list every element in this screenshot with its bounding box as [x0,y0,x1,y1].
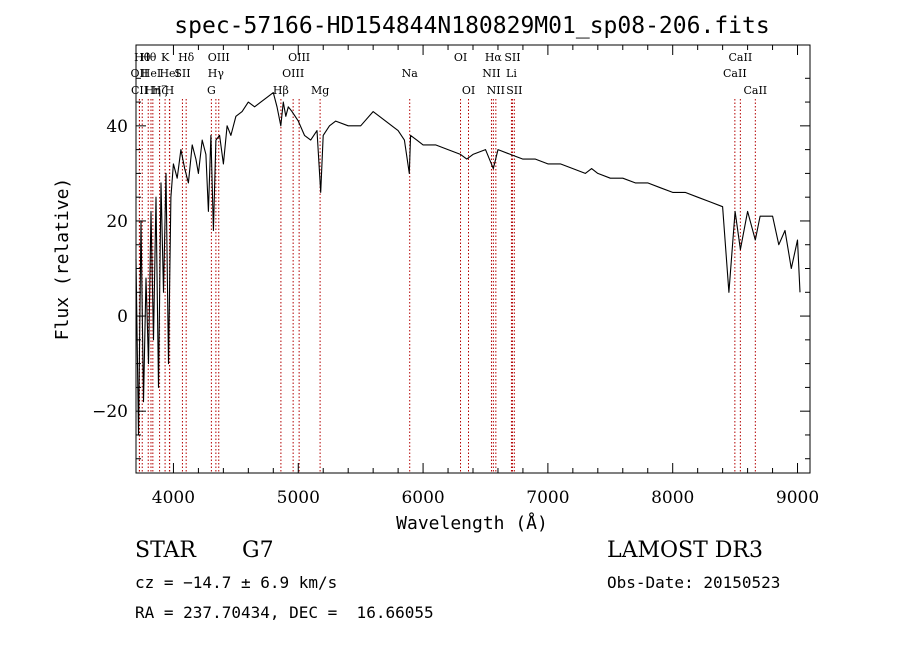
line-marker-label: Hδ [178,51,195,64]
x-axis-label: Wavelength (Å) [396,512,548,534]
line-marker-label: Hθ [134,51,151,64]
line-marker-label: OIII [288,51,310,64]
line-marker-label: H [165,84,175,97]
line-marker-label: CaII [743,84,767,97]
coordinates: RA = 237.70434, DEC = 16.66055 [135,603,434,622]
line-marker-label: Li [506,67,517,80]
y-tick-label: −20 [92,402,128,422]
line-marker-label: OIII [282,67,304,80]
survey-name: LAMOST DR3 [607,538,763,563]
x-tick-label: 5000 [277,488,320,508]
axis-ticks: 4000 5000 6000 7000 8000 9000 −20 0 20 40 [92,45,819,508]
y-tick-label: 20 [106,212,128,232]
line-marker-label: HeI [141,67,161,80]
y-tick-label: 40 [106,117,128,137]
line-marker-label: SII [174,67,190,80]
line-marker-label: NII [482,67,500,80]
line-marker-label: Hγ [208,67,225,80]
line-marker-label: CaII [729,51,753,64]
line-marker-label: K [161,51,170,64]
line-marker-label: Mg [311,84,329,97]
plot-area [135,92,801,436]
line-markers: HθOIICIIHθHeIHηHζKHHeISIIHδGHγOIIIHβOIII… [131,51,767,473]
y-tick-label: 0 [117,307,128,327]
line-marker-label: SII [506,84,522,97]
line-marker-label: Hη [145,84,161,97]
line-marker-label: OI [454,51,467,64]
line-marker-label: NII [487,84,505,97]
line-marker-label: Hθ [140,51,157,64]
x-tick-label: 8000 [651,488,694,508]
x-tick-label: 7000 [526,488,569,508]
line-marker-label: CII [131,84,148,97]
object-class: STAR [135,538,196,563]
plot-frame [135,44,811,474]
spectrum-line [135,92,801,436]
subclass: G7 [242,538,274,563]
line-marker-label: OIII [208,51,230,64]
redshift-readout: cz = −14.7 ± 6.9 km/s [135,573,338,592]
line-marker-label: G [207,84,216,97]
x-tick-label: 9000 [776,488,819,508]
x-tick-label: 6000 [401,488,444,508]
line-marker-label: Na [402,67,419,80]
line-marker-label: OII [131,67,149,80]
y-axis-label: Flux (relative) [52,178,73,341]
line-marker-label: Hα [485,51,503,64]
line-marker-label: HeI [159,67,179,80]
x-tick-label: 4000 [152,488,195,508]
line-marker-label: SII [504,51,520,64]
line-marker-label: OI [462,84,475,97]
chart-title: spec-57166-HD154844N180829M01_sp08-206.f… [174,13,769,39]
line-marker-label: Hζ [152,84,168,97]
line-marker-label: CaII [723,67,747,80]
obs-date: Obs-Date: 20150523 [607,573,781,592]
line-marker-label: Hβ [273,84,289,97]
